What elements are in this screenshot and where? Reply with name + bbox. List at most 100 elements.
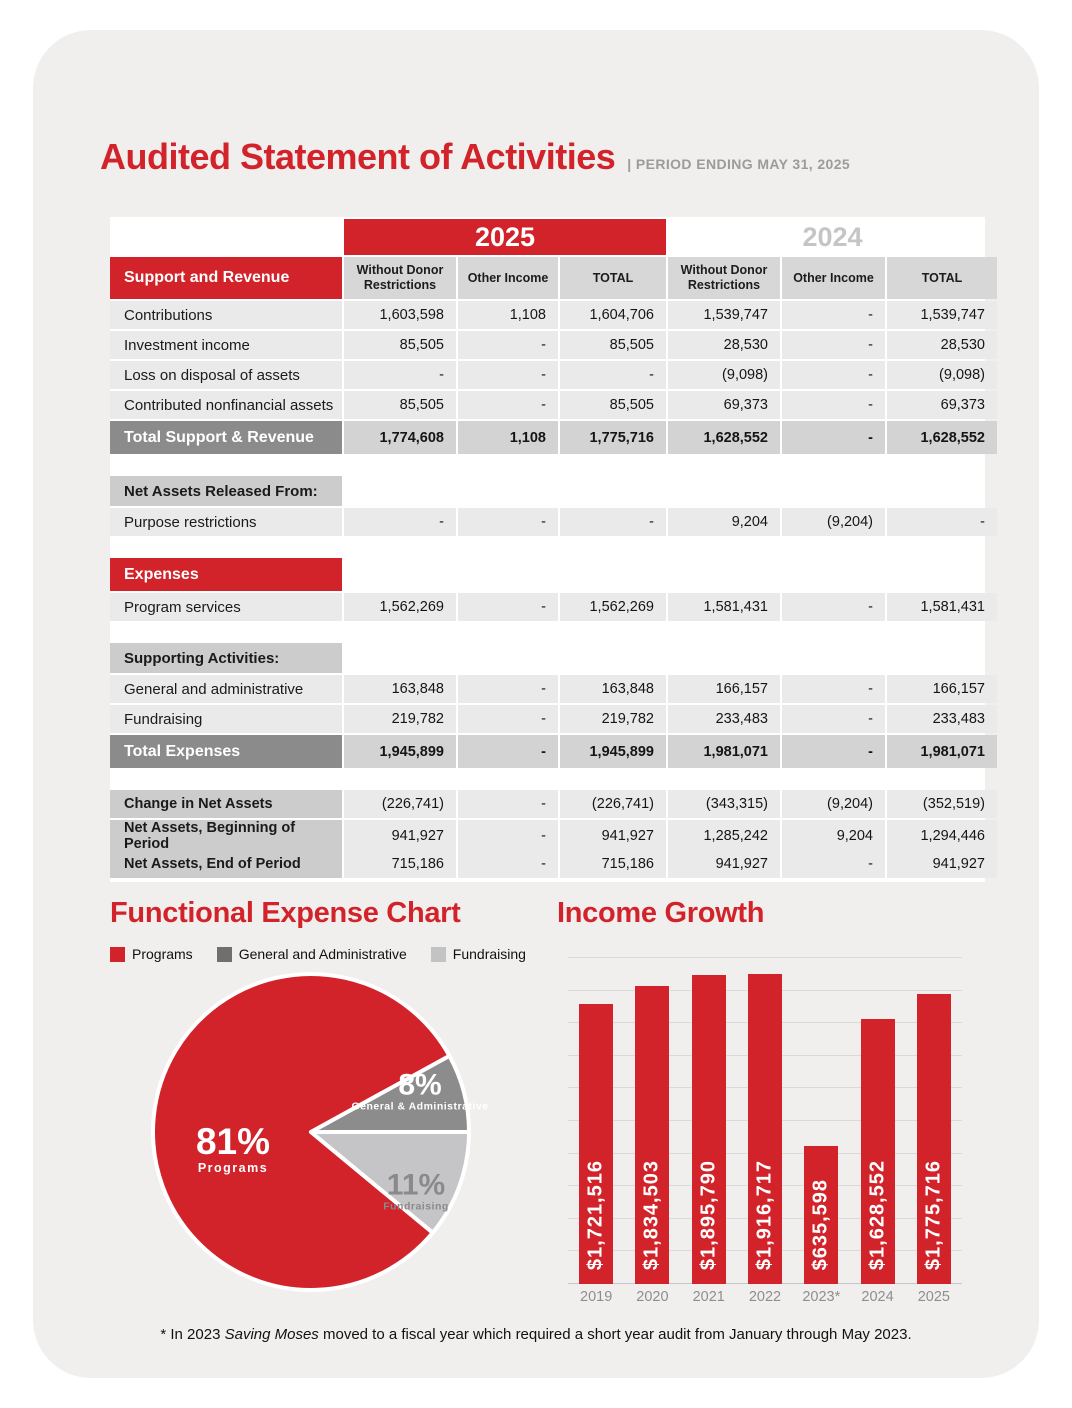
col-header-total-2025: TOTAL — [560, 257, 666, 299]
x-axis-label: 2024 — [861, 1289, 894, 1305]
cell-empty — [887, 476, 997, 506]
legend-swatch-general-administrative — [216, 946, 232, 962]
legend-swatch-fundraising — [430, 946, 446, 962]
row-label: Total Support & Revenue — [110, 421, 342, 454]
pie-slice-fundraising — [309, 1130, 471, 1235]
cell-value: 69,373 — [668, 391, 780, 419]
cell-value: - — [782, 705, 885, 733]
cell-value: 1,539,747 — [668, 301, 780, 329]
cell-empty — [560, 643, 666, 673]
cell-empty — [668, 643, 780, 673]
cell-value: 1,581,431 — [668, 593, 780, 621]
cell-value: 28,530 — [887, 331, 997, 359]
pie-sublabel-programs: Programs — [197, 1160, 269, 1175]
cell-value: - — [458, 790, 558, 818]
year-header-row: 2025 2024 — [110, 219, 985, 255]
cell-empty — [782, 476, 885, 506]
cell-value: - — [458, 820, 558, 852]
bar-value-label: $1,721,516 — [584, 1159, 607, 1270]
cell-empty — [560, 476, 666, 506]
table-row: Purpose restrictions - - -9,204 (9,204) - — [110, 508, 997, 536]
cell-value: 1,945,899 — [344, 735, 456, 768]
cell-value: (352,519) — [887, 790, 997, 818]
column-header-row: Support and Revenue Without Donor Restri… — [110, 257, 997, 299]
cell-value: 1,945,899 — [560, 735, 666, 768]
cell-value: 1,603,598 — [344, 301, 456, 329]
table-spacer — [110, 770, 985, 790]
bar-2020: $1,834,503 — [635, 986, 670, 1284]
cell-value: (9,098) — [668, 361, 780, 389]
statement-table: 2025 2024 Support and Revenue Without Do… — [110, 217, 997, 882]
bar-slot: $1,775,716 — [906, 994, 962, 1284]
cell-empty — [668, 558, 780, 591]
cell-value: - — [344, 361, 456, 389]
cell-value: 85,505 — [560, 331, 666, 359]
x-axis-label: 2023* — [802, 1289, 841, 1305]
table-row: Supporting Activities: — [110, 643, 985, 673]
bar-2023: $635,598 — [804, 1146, 839, 1284]
row-label: Contributed nonfinancial assets — [110, 391, 342, 419]
row-label: Investment income — [110, 331, 342, 359]
legend-item-fundraising: Fundraising — [430, 946, 526, 962]
cell-value: - — [887, 508, 997, 536]
row-label: Purpose restrictions — [110, 508, 342, 536]
cell-value: - — [458, 391, 558, 419]
cell-value: - — [458, 331, 558, 359]
cell-value: - — [782, 391, 885, 419]
cell-empty — [560, 558, 666, 591]
legend-label-programs: Programs — [132, 946, 193, 962]
cell-value: - — [458, 735, 558, 768]
bar-value-label: $1,834,503 — [640, 1159, 663, 1270]
table-row: Expenses — [110, 558, 985, 591]
cell-value: 1,581,431 — [887, 593, 997, 621]
footnote-suffix: moved to a fiscal year which required a … — [318, 1326, 912, 1343]
table-row: Total Support & Revenue 1,774,608 1,108 1,7… — [110, 421, 997, 454]
cell-value: - — [560, 508, 666, 536]
row-label: Change in Net Assets — [110, 790, 342, 818]
cell-value: 941,927 — [560, 820, 666, 852]
cell-value: 1,562,269 — [344, 593, 456, 621]
bar-2021: $1,895,790 — [691, 975, 726, 1284]
cell-value: - — [782, 593, 885, 621]
table-row: Net Assets, End of Period 715,186-715,186… — [110, 850, 997, 878]
cell-value: (9,204) — [782, 508, 885, 536]
cell-value: 1,981,071 — [887, 735, 997, 768]
legend-item-programs: Programs — [110, 946, 193, 962]
table-row: Fundraising 219,782-219,782 233,483-233,48… — [110, 705, 997, 733]
period-subtitle: | PERIOD ENDING MAY 31, 2025 — [627, 156, 851, 172]
cell-value: 941,927 — [344, 820, 456, 852]
row-label: General and administrative — [110, 675, 342, 703]
table-spacer — [110, 456, 985, 476]
col-header-other-income-2025: Other Income — [458, 257, 558, 299]
table-row: Contributed nonfinancial assets 85,505-85… — [110, 391, 997, 419]
cell-value: 9,204 — [668, 508, 780, 536]
report-header: Audited Statement of Activities | PERIOD … — [100, 136, 1000, 178]
cell-value: 1,628,552 — [887, 421, 997, 454]
cell-value: - — [782, 361, 885, 389]
cell-value: - — [782, 421, 885, 454]
cell-value: 163,848 — [560, 675, 666, 703]
table-row: Contributions 1,603,598 1,108 1,604,706 1,53… — [110, 301, 997, 329]
col-header-other-income-2024: Other Income — [782, 257, 885, 299]
table-body: Contributions 1,603,598 1,108 1,604,706 1,53… — [110, 301, 997, 878]
cell-empty — [344, 476, 456, 506]
cell-value: 1,562,269 — [560, 593, 666, 621]
cell-value: 85,505 — [344, 391, 456, 419]
cell-value: (343,315) — [668, 790, 780, 818]
row-label: Program services — [110, 593, 342, 621]
col-header-total-2024: TOTAL — [887, 257, 997, 299]
bar-slot: $1,628,552 — [849, 1019, 905, 1284]
cell-value: (226,741) — [560, 790, 666, 818]
cell-value: - — [560, 361, 666, 389]
page-title: Audited Statement of Activities — [100, 136, 616, 177]
year-header-2025: 2025 — [344, 219, 666, 255]
cell-value: 941,927 — [668, 850, 780, 878]
legend-label-fundraising: Fundraising — [452, 946, 526, 962]
pie-value-programs: 81% — [195, 1121, 271, 1163]
row-label: Net Assets, Beginning of Period — [110, 820, 342, 852]
cell-value: - — [782, 675, 885, 703]
cell-empty — [887, 643, 997, 673]
cell-empty — [458, 476, 558, 506]
table-row: Net Assets Released From: — [110, 476, 985, 506]
bar-chart-title: Income Growth — [557, 897, 765, 929]
